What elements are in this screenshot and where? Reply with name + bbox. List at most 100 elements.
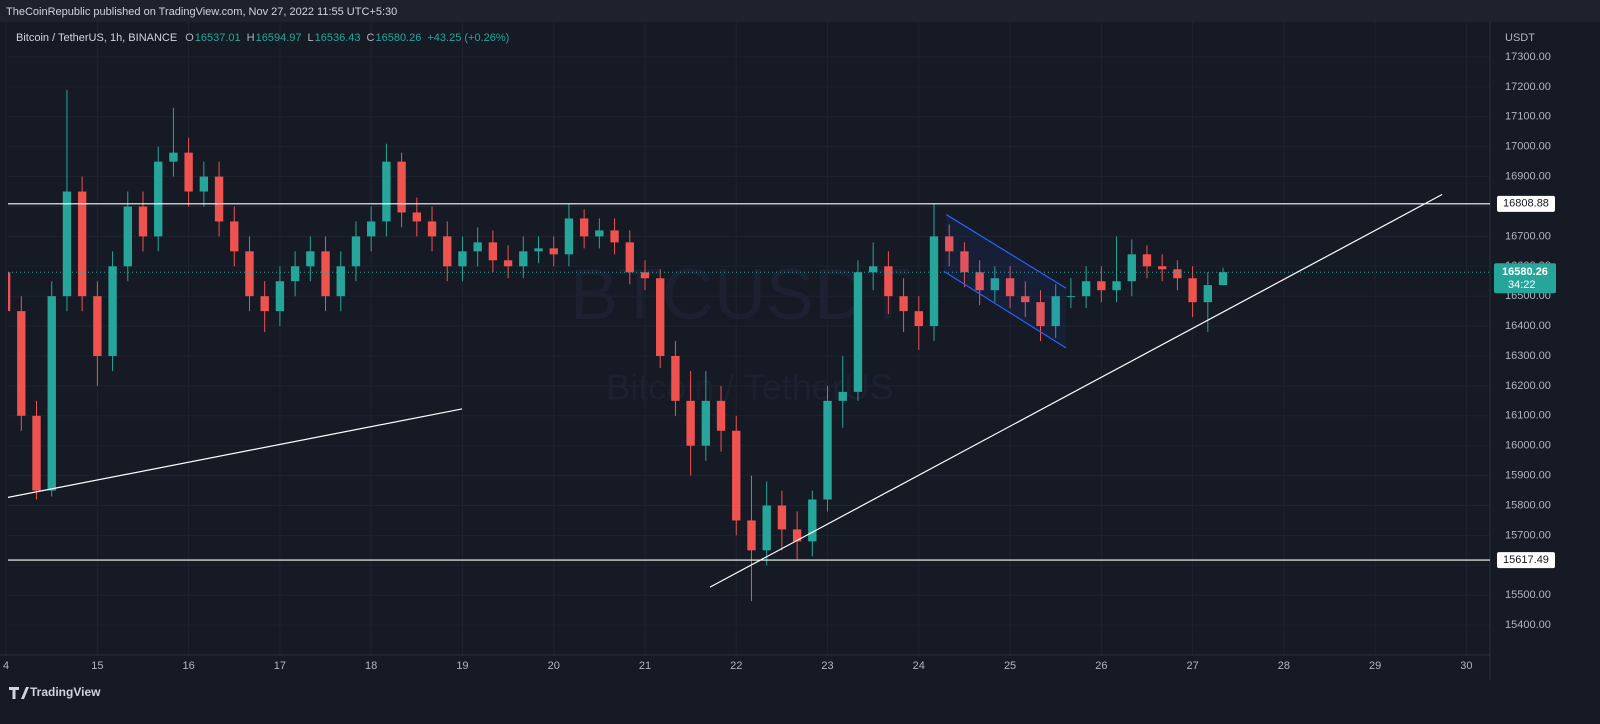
level-label: 15617.49 xyxy=(1503,554,1549,566)
legend-text: +43.25 (+0.26%) xyxy=(427,32,509,44)
candle-body xyxy=(290,266,300,282)
currency: USDT xyxy=(1505,32,1535,44)
candle-body xyxy=(154,161,163,237)
candle-body xyxy=(1112,281,1121,291)
publisher: TheCoinRepublic published on TradingView… xyxy=(6,6,397,18)
candle-body xyxy=(868,266,878,273)
legend-text: C xyxy=(367,32,375,44)
candle-body xyxy=(549,248,558,255)
candle-body xyxy=(275,281,285,312)
candle-body xyxy=(77,191,87,297)
candle-body xyxy=(488,242,498,261)
brand: TradingView xyxy=(30,685,101,699)
watermark-name: Bitcoin / TetherUS xyxy=(606,367,893,408)
x-tick-label: 22 xyxy=(730,660,742,672)
candle-body xyxy=(8,272,11,312)
candle-body xyxy=(1218,272,1228,286)
channel-line xyxy=(943,270,1067,349)
y-tick-label: 15800.00 xyxy=(1505,499,1551,511)
candle-body xyxy=(1021,296,1030,303)
candle-body xyxy=(1127,254,1136,282)
top-bar xyxy=(0,0,1600,22)
candle-body xyxy=(199,176,209,192)
candle-body xyxy=(503,260,513,267)
y-tick-label: 17100.00 xyxy=(1505,111,1551,123)
candle-body xyxy=(792,529,802,542)
level-label-bg xyxy=(1497,552,1555,569)
y-tick-label: 17000.00 xyxy=(1505,141,1551,153)
candle-body xyxy=(929,236,939,327)
legend-text: O xyxy=(185,32,194,44)
y-tick-label: 16000.00 xyxy=(1505,440,1551,452)
x-tick-label: 29 xyxy=(1369,660,1381,672)
candle-body xyxy=(884,266,893,297)
y-tick-label: 17200.00 xyxy=(1505,81,1551,93)
trendline xyxy=(709,193,1443,588)
candle-body xyxy=(640,272,650,279)
candle-body xyxy=(427,221,437,237)
candle-body xyxy=(230,221,239,252)
x-tick-label: 26 xyxy=(1095,660,1107,672)
candle-body xyxy=(108,266,117,356)
candle-body xyxy=(169,152,178,162)
candle-body xyxy=(625,242,634,273)
candle-body xyxy=(62,191,72,297)
price-label-bg xyxy=(1494,263,1556,294)
candle-body xyxy=(990,278,1000,291)
y-tick-label: 16400.00 xyxy=(1505,320,1551,332)
candle-body xyxy=(123,206,132,267)
candle-body xyxy=(245,251,254,297)
candle-body xyxy=(656,278,665,356)
y-tick-label: 15900.00 xyxy=(1505,470,1551,482)
legend-text: 16536.43 xyxy=(315,32,361,44)
legend-text: 16594.97 xyxy=(256,32,302,44)
candle-body xyxy=(595,230,604,237)
y-tick-label: 15400.00 xyxy=(1505,619,1551,631)
candle-body xyxy=(260,296,269,312)
candle-body xyxy=(838,391,847,401)
x-tick-label: 24 xyxy=(913,660,925,672)
candle-body xyxy=(1066,296,1076,298)
legend-text: H xyxy=(247,32,255,44)
legend-text: 16580.26 xyxy=(375,32,421,44)
legend-text: 16537.01 xyxy=(195,32,241,44)
y-tick-label: 16100.00 xyxy=(1505,410,1551,422)
candle-body xyxy=(1158,266,1167,270)
y-tick-label: 16700.00 xyxy=(1505,230,1551,242)
candle-body xyxy=(306,251,315,267)
channel-fill xyxy=(943,214,1066,348)
candle-body xyxy=(534,248,543,252)
candle-body xyxy=(610,230,619,243)
ohlc-legend: Bitcoin / TetherUS, 1h, BINANCE O 16537.01… xyxy=(16,32,509,44)
x-tick-label: 27 xyxy=(1186,660,1198,672)
x-tick-label: 15 xyxy=(91,660,103,672)
x-tick-label: 18 xyxy=(365,660,377,672)
candle-body xyxy=(960,251,969,273)
candle-body xyxy=(899,296,908,312)
footer xyxy=(0,680,1600,724)
candle-body xyxy=(945,236,954,252)
candle-body xyxy=(412,212,421,222)
candle-body xyxy=(1188,278,1197,303)
x-tick-label: 16 xyxy=(183,660,195,672)
x-tick-label: 19 xyxy=(456,660,468,672)
candle-body xyxy=(214,176,224,222)
candle-body xyxy=(686,400,695,446)
candle-body xyxy=(579,218,589,237)
candle-body xyxy=(762,505,771,551)
candle-body xyxy=(473,242,482,252)
candle-body xyxy=(732,430,741,521)
price-label: 16580.26 xyxy=(1502,266,1548,278)
x-tick-label: 4 xyxy=(3,660,9,672)
level-label: 16808.88 xyxy=(1503,198,1549,210)
y-tick-label: 17300.00 xyxy=(1505,51,1551,63)
x-tick-label: 25 xyxy=(1004,660,1016,672)
candle-body xyxy=(47,296,56,491)
y-tick-label: 16900.00 xyxy=(1505,170,1551,182)
candle-body xyxy=(1097,281,1106,291)
legend-text: L xyxy=(308,32,314,44)
candle-body xyxy=(1142,254,1152,267)
plot-area xyxy=(8,89,1490,602)
candle-body xyxy=(351,236,361,267)
